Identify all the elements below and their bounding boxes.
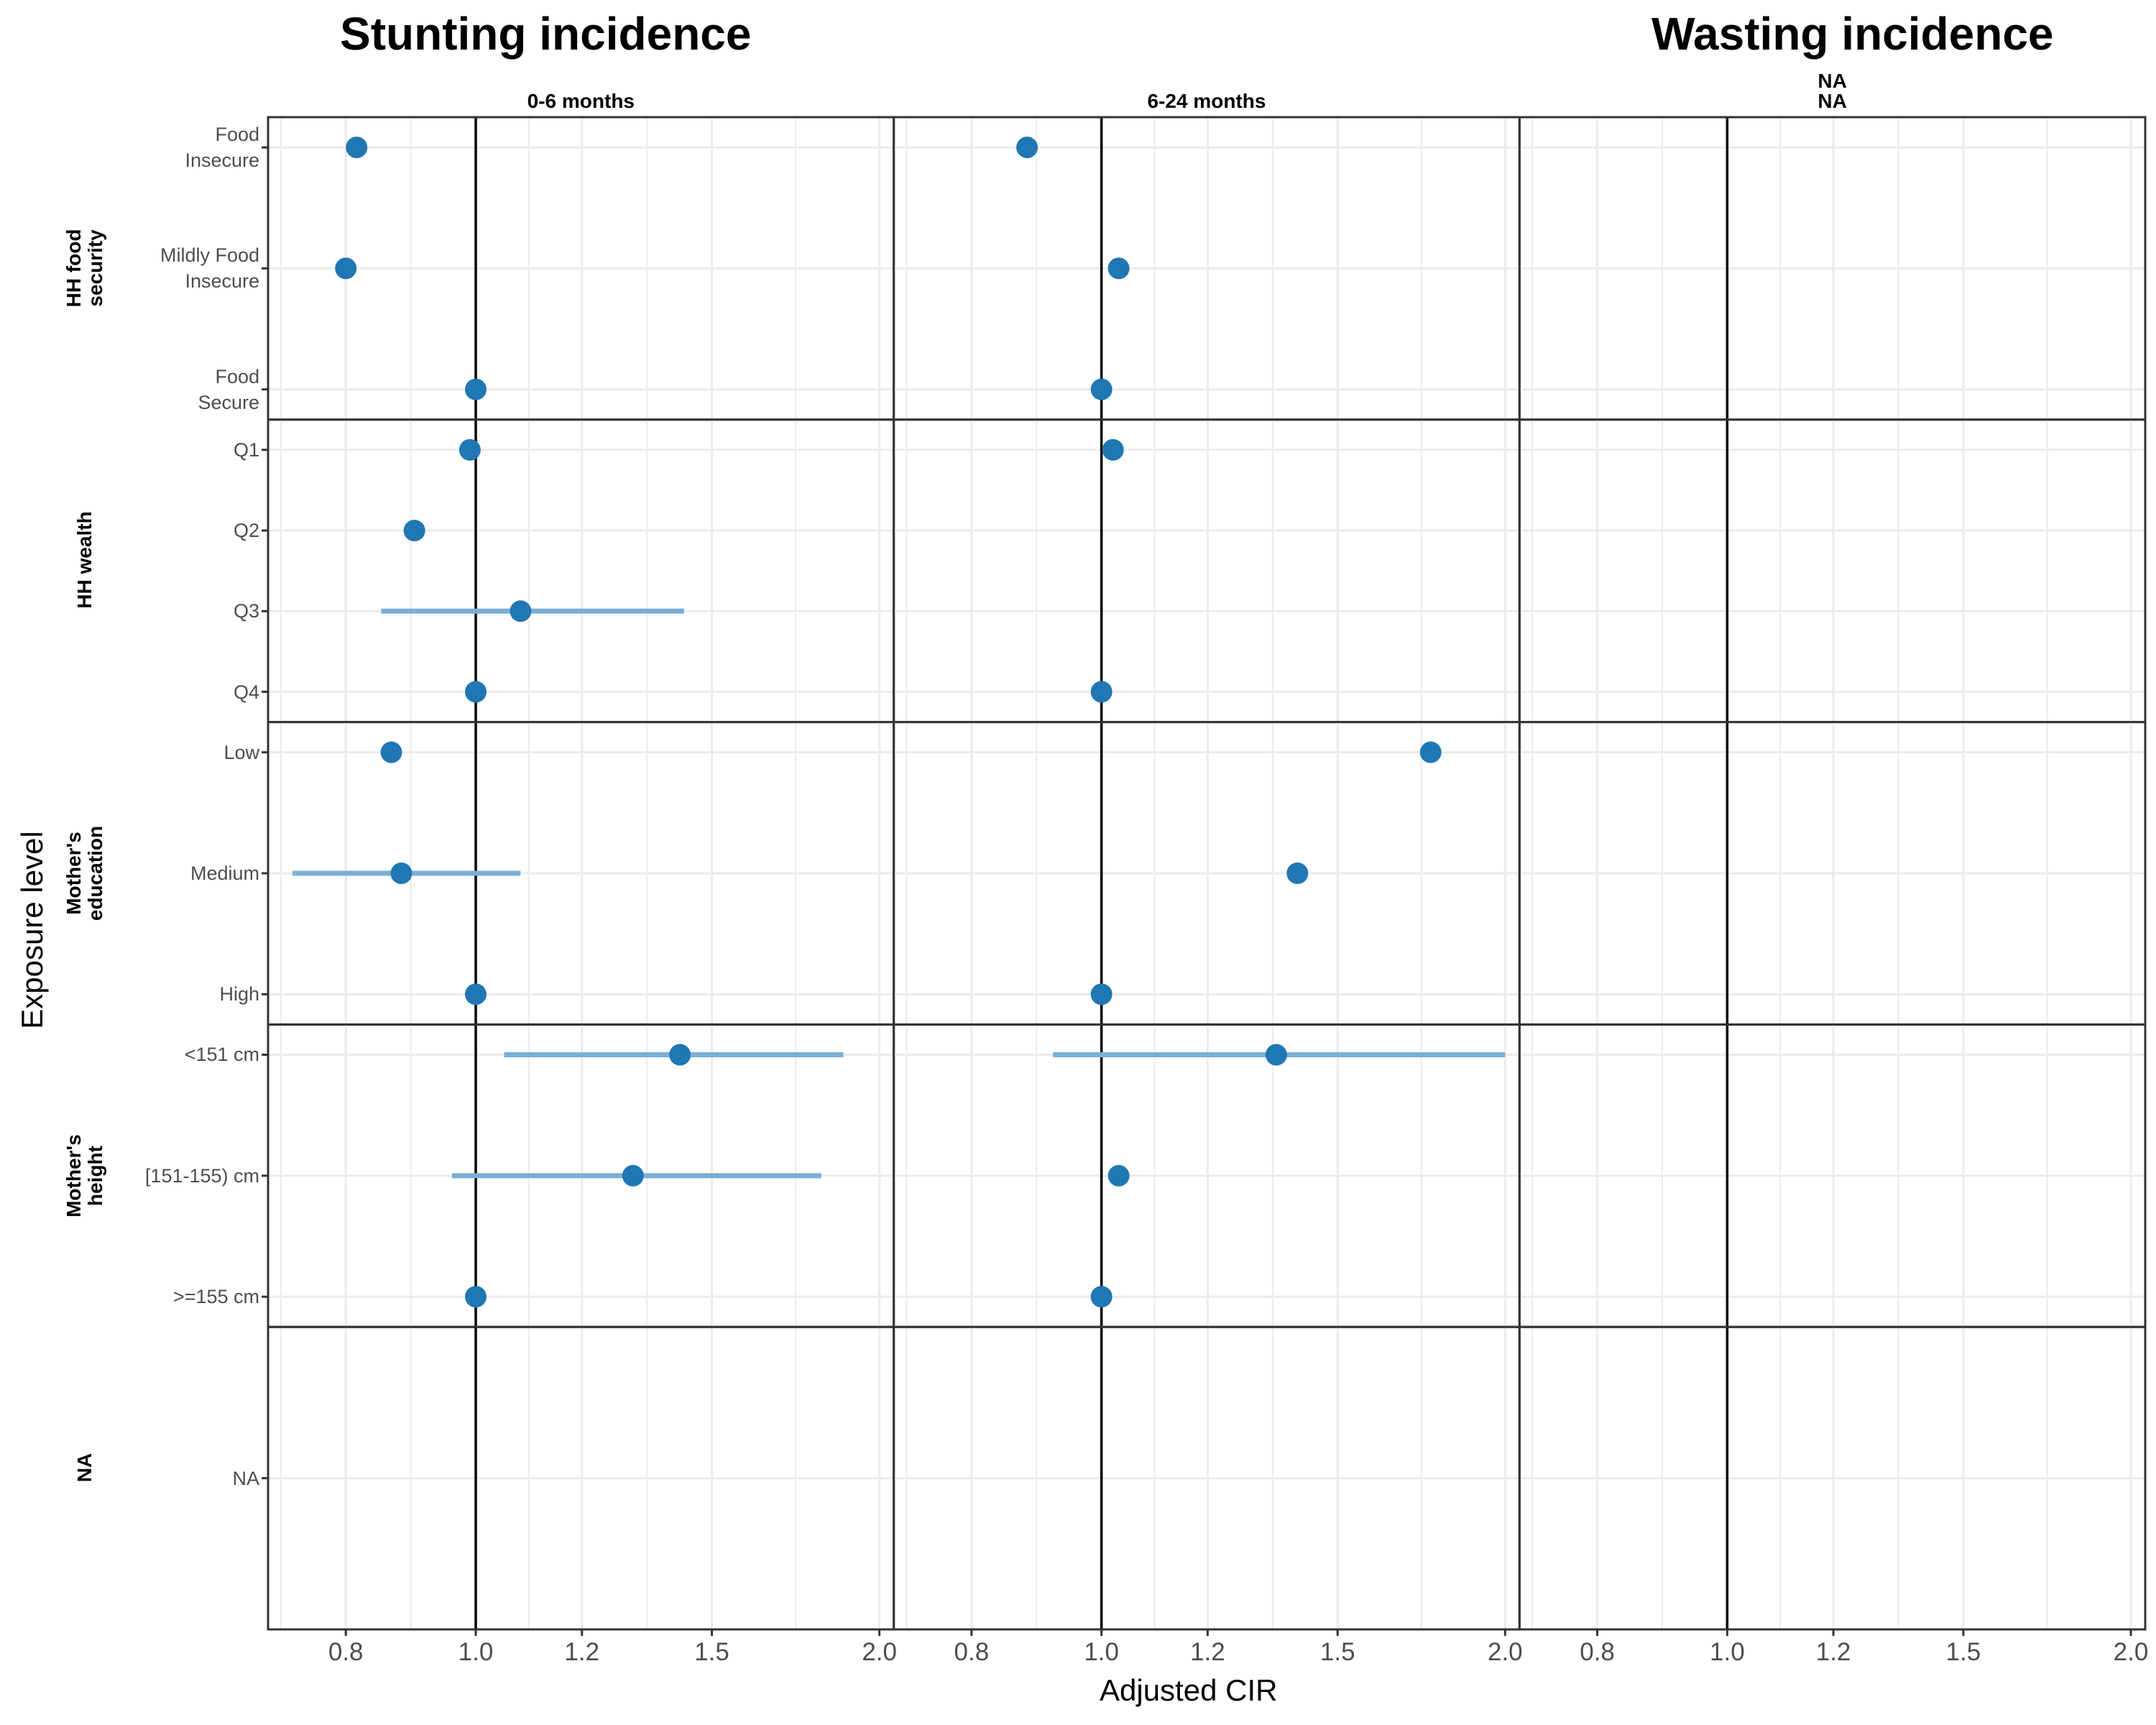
y-tick-label: Medium (190, 862, 259, 884)
x-tick-label: 0.8 (954, 1638, 990, 1666)
y-tick-label: High (219, 983, 259, 1006)
y-tick-label: <151 cm (184, 1044, 259, 1066)
y-tick-label: >=155 cm (172, 1286, 259, 1308)
y-tick-label: Q3 (233, 600, 259, 622)
x-tick-label: 2.0 (1487, 1638, 1523, 1666)
estimate-point (1419, 741, 1442, 763)
x-tick-label: 1.2 (1815, 1638, 1851, 1666)
x-tick-label: 2.0 (2113, 1638, 2149, 1666)
x-tick-label: 1.5 (1319, 1638, 1355, 1666)
column-strip-label: NA NA (1818, 70, 1847, 112)
y-tick-label: Low (224, 741, 259, 763)
estimate-point (1090, 1286, 1112, 1308)
row-strip-label: Mother's education (63, 825, 106, 921)
x-tick-label: 1.2 (1190, 1638, 1225, 1666)
y-tick-label: NA (232, 1467, 259, 1489)
x-tick-label: 2.0 (862, 1638, 897, 1666)
x-tick-label: 1.0 (1710, 1638, 1745, 1666)
estimate-point (1102, 438, 1124, 461)
y-tick-label: Q4 (233, 681, 259, 703)
x-tick-label: 0.8 (328, 1638, 364, 1666)
row-strip-label: HH wealth (73, 511, 96, 609)
row-strip-label: NA (73, 1453, 96, 1482)
x-tick-label: 1.0 (1084, 1638, 1119, 1666)
x-axis-title: Adjusted CIR (1100, 1673, 1278, 1707)
column-strip-label: 0-6 months (527, 90, 635, 112)
wasting-title: Wasting incidence (1651, 8, 2054, 60)
estimate-point (669, 1044, 691, 1066)
estimate-point (465, 983, 487, 1006)
estimate-point (380, 741, 402, 763)
estimate-point (465, 378, 487, 400)
stunting-title: Stunting incidence (340, 8, 752, 60)
estimate-point (1265, 1044, 1287, 1066)
estimate-point (1090, 378, 1112, 400)
estimate-point (1016, 137, 1038, 159)
estimate-point (390, 862, 413, 884)
y-tick-label: Food Insecure (185, 124, 259, 172)
x-tick-label: 1.5 (694, 1638, 729, 1666)
y-tick-label: Q1 (233, 438, 259, 461)
column-strip-label: 6-24 months (1147, 90, 1266, 112)
estimate-point (510, 600, 532, 622)
estimate-point (465, 1286, 487, 1308)
x-tick-label: 1.2 (564, 1638, 600, 1666)
estimate-point (459, 438, 481, 461)
estimate-point (622, 1164, 644, 1187)
y-tick-label: Food Secure (198, 365, 259, 413)
estimate-point (1090, 681, 1112, 703)
x-tick-label: 0.8 (1580, 1638, 1615, 1666)
estimate-point (335, 257, 357, 280)
estimate-point (346, 137, 368, 159)
y-tick-label: Mildly Food Insecure (160, 244, 259, 293)
y-tick-label: [151-155) cm (144, 1164, 259, 1187)
estimate-point (403, 520, 425, 542)
y-axis-title: Exposure level (15, 831, 49, 1029)
estimate-point (1090, 983, 1112, 1006)
estimate-point (1107, 257, 1130, 280)
x-tick-label: 1.0 (458, 1638, 494, 1666)
estimate-point (465, 681, 487, 703)
estimate-point (1107, 1164, 1130, 1187)
estimate-point (1286, 862, 1309, 884)
row-strip-label: Mother's height (63, 1134, 106, 1218)
row-strip-label: HH food security (63, 229, 106, 308)
y-tick-label: Q2 (233, 520, 259, 542)
x-tick-label: 1.5 (1945, 1638, 1981, 1666)
